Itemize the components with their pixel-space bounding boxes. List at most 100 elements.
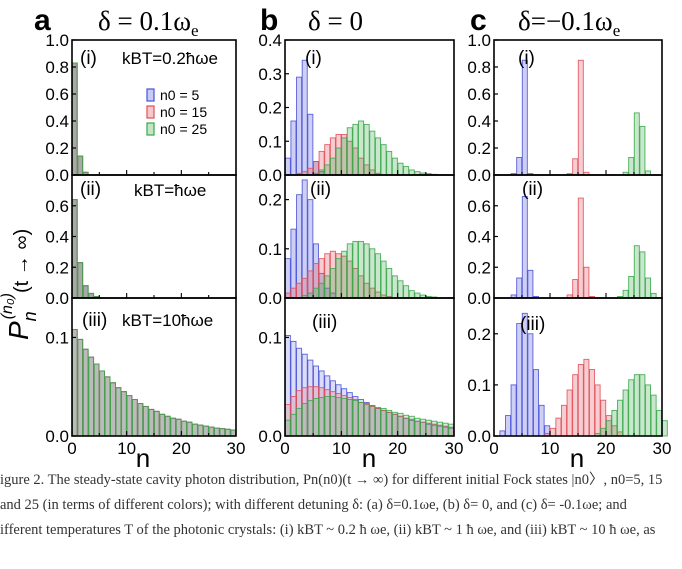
ytick-label-c-i-1: 0.2 bbox=[467, 139, 491, 158]
legend-label-3: n0 = 25 bbox=[160, 121, 207, 137]
bar-c-iii-s0-n3 bbox=[510, 384, 517, 437]
y-axis-label-sup: (n₀) bbox=[0, 293, 16, 319]
bar-c-iii-s0-n2 bbox=[505, 415, 511, 437]
bar-a-iii-s2-n22 bbox=[192, 423, 198, 437]
bar-b-iii-s2-n23 bbox=[414, 417, 421, 437]
y-axis-label-rest: (t → ∞) bbox=[11, 229, 33, 293]
figure-caption: igure 2. The steady-state cavity photon … bbox=[0, 468, 682, 569]
bar-b-ii-s0-n1 bbox=[290, 228, 297, 299]
ytick-label-c-i-0: 0.0 bbox=[467, 166, 491, 185]
bar-c-iii-s2-n23 bbox=[622, 389, 629, 437]
ytick-label-a-i-3: 0.6 bbox=[45, 85, 69, 104]
bar-b-ii-s2-n15 bbox=[369, 248, 376, 299]
xtick-label-b-10: 10 bbox=[332, 439, 351, 458]
bar-b-iii-s2-n18 bbox=[386, 409, 393, 437]
bar-c-iii-s1-n18 bbox=[594, 384, 601, 437]
bar-b-ii-s0-n0 bbox=[284, 258, 291, 299]
bar-c-iii-s0-n4 bbox=[516, 323, 523, 437]
bar-c-ii-s1-n16 bbox=[583, 266, 590, 299]
bar-b-ii-s2-n6 bbox=[318, 282, 325, 299]
ytick-label-b-i-3: 0.3 bbox=[258, 65, 282, 84]
xtick-label-c-10: 10 bbox=[541, 439, 560, 458]
ytick-label-b-i-0: 0.0 bbox=[258, 166, 282, 185]
bar-a-iii-s2-n27 bbox=[219, 428, 226, 437]
legend-label-1: n0 = 5 bbox=[160, 87, 200, 103]
column-c-header-sub: e bbox=[613, 21, 621, 40]
ytick-label-c-iii-1: 0.1 bbox=[467, 376, 491, 395]
bar-c-iii-s2-n21 bbox=[611, 409, 618, 437]
bar-a-iii-s2-n15 bbox=[153, 410, 160, 437]
bar-c-iii-s0-n6 bbox=[527, 333, 534, 437]
ytick-label-c-iii-0: 0.0 bbox=[467, 427, 491, 446]
legend-label-2: n0 = 15 bbox=[160, 104, 207, 120]
bar-b-i-s2-n19 bbox=[391, 157, 398, 176]
caption-line-3: ifferent temperatures T of the photonic … bbox=[0, 522, 656, 538]
bar-a-iii-s2-n29 bbox=[230, 429, 237, 437]
bar-b-i-s2-n12 bbox=[352, 123, 359, 176]
bar-b-ii-s2-n21 bbox=[403, 285, 410, 299]
bar-b-i-s2-n8 bbox=[329, 157, 336, 176]
bar-b-iii-s2-n0 bbox=[284, 419, 291, 437]
xtick-label-a-0: 0 bbox=[67, 439, 76, 458]
bar-b-iii-s2-n4 bbox=[307, 400, 314, 437]
bar-b-iii-s2-n2 bbox=[296, 407, 303, 437]
bar-b-iii-s2-n22 bbox=[408, 415, 415, 437]
ytick-label-b-i-2: 0.2 bbox=[258, 99, 282, 118]
bar-a-iii-s2-n24 bbox=[203, 425, 209, 437]
temperature-label-3: kBT=10ħωe bbox=[122, 311, 213, 330]
bar-c-iii-s2-n22 bbox=[617, 399, 623, 437]
bar-b-ii-s2-n18 bbox=[386, 268, 393, 299]
bar-b-iii-s2-n28 bbox=[442, 422, 449, 437]
ytick-label-a-ii-3: 0.6 bbox=[45, 197, 69, 216]
bar-b-ii-s2-n11 bbox=[346, 243, 353, 299]
ytick-label-a-ii-2: 0.4 bbox=[45, 228, 69, 247]
column-a-header: δ = 0.1ωe bbox=[98, 6, 199, 40]
bar-a-i-s2-n0 bbox=[71, 62, 78, 176]
bar-a-iii-s2-n14 bbox=[148, 408, 155, 437]
bar-b-ii-s2-n10 bbox=[341, 250, 348, 299]
ytick-label-b-iii-1: 0.1 bbox=[258, 328, 282, 347]
bar-b-ii-s2-n14 bbox=[363, 243, 370, 299]
bar-b-ii-s1-n2 bbox=[296, 282, 303, 299]
bar-a-iii-s2-n2 bbox=[82, 348, 89, 437]
panels-group: 0.0 0.2 0.4 0.6 0.8 1.0 0.0 0.2 0.4 0.6 0.0 0.1 0 10 2… bbox=[45, 31, 671, 458]
ytick-label-b-ii-2: 0.2 bbox=[258, 191, 282, 210]
bar-c-i-s2-n26 bbox=[639, 125, 646, 176]
bar-b-iii-s2-n26 bbox=[431, 420, 438, 437]
bar-a-iii-s2-n6 bbox=[104, 376, 111, 437]
ytick-label-c-ii-0: 0.0 bbox=[467, 289, 491, 308]
bar-b-i-s2-n15 bbox=[369, 130, 376, 176]
panel-c-i: 0.0 0.2 0.4 0.6 0.8 1.0 bbox=[467, 31, 663, 185]
bar-a-iii-s2-n16 bbox=[159, 413, 166, 437]
bar-c-iii-s1-n15 bbox=[577, 363, 584, 437]
bar-b-iii-s2-n7 bbox=[324, 396, 331, 437]
bar-c-ii-s0-n6 bbox=[527, 269, 534, 299]
bar-c-i-s2-n25 bbox=[633, 112, 640, 176]
bar-c-iii-s2-n19 bbox=[600, 427, 607, 437]
bar-b-i-s2-n9 bbox=[335, 147, 342, 176]
y-axis-label: Pn (n₀)(t → ∞) bbox=[0, 229, 40, 340]
bar-b-i-s2-n18 bbox=[386, 150, 393, 176]
xtick-label-c-20: 20 bbox=[597, 439, 616, 458]
bar-a-iii-s2-n5 bbox=[99, 370, 105, 437]
ytick-label-c-ii-2: 0.4 bbox=[467, 228, 491, 247]
bar-b-i-s0-n1 bbox=[290, 120, 297, 176]
bar-a-iii-s2-n8 bbox=[115, 387, 122, 437]
bar-b-ii-s1-n3 bbox=[301, 277, 308, 299]
ytick-label-b-i-4: 0.4 bbox=[258, 31, 282, 50]
bar-a-iii-s2-n12 bbox=[137, 403, 144, 437]
bar-b-ii-s2-n12 bbox=[352, 240, 359, 299]
bar-a-iii-s2-n4 bbox=[93, 363, 100, 437]
column-c-header-main: δ=−0.1ω bbox=[518, 6, 613, 36]
ytick-label-a-ii-1: 0.2 bbox=[45, 258, 69, 277]
bar-b-iii-s2-n6 bbox=[318, 397, 325, 437]
bar-c-iii-s1-n11 bbox=[555, 417, 562, 437]
ytick-label-a-i-2: 0.4 bbox=[45, 112, 69, 131]
bar-c-iii-s2-n30 bbox=[661, 420, 668, 437]
bar-a-iii-s2-n28 bbox=[224, 428, 231, 437]
bar-a-iii-s2-n23 bbox=[197, 424, 204, 437]
xtick-label-b-20: 20 bbox=[388, 439, 407, 458]
bar-a-iii-s2-n17 bbox=[164, 415, 171, 437]
bar-a-iii-s2-n13 bbox=[142, 405, 149, 437]
bar-b-iii-s2-n25 bbox=[425, 419, 432, 437]
